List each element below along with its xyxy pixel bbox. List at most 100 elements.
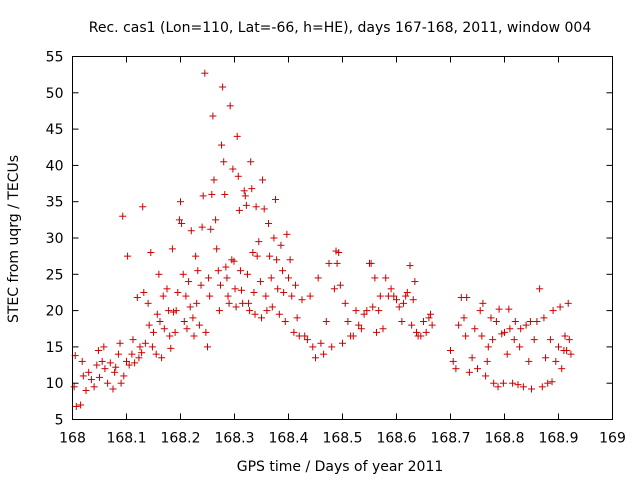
data-point <box>476 307 484 315</box>
data-point <box>298 296 306 304</box>
data-point <box>511 317 519 325</box>
data-point <box>98 357 106 365</box>
data-point <box>505 305 513 313</box>
data-point <box>273 256 281 264</box>
data-point <box>106 359 114 367</box>
chart-title: Rec. cas1 (Lon=110, Lat=-66, h=HE), days… <box>89 20 592 36</box>
data-point <box>283 230 291 238</box>
data-point <box>152 350 160 358</box>
data-point <box>189 314 197 322</box>
data-point <box>260 205 268 213</box>
data-point <box>314 274 322 282</box>
data-point <box>400 299 408 307</box>
data-point <box>79 372 87 380</box>
data-point <box>447 347 454 355</box>
data-point <box>174 288 182 296</box>
y-tick-label: 10 <box>46 376 64 392</box>
data-point <box>193 299 201 307</box>
data-point <box>290 328 298 336</box>
data-point <box>153 310 161 318</box>
data-point <box>303 336 311 344</box>
data-point <box>292 281 300 289</box>
x-tick-label: 169 <box>599 431 626 447</box>
y-tick-label: 30 <box>46 231 64 247</box>
data-point <box>186 303 194 311</box>
data-point <box>224 292 232 300</box>
x-axis-label: GPS time / Days of year 2011 <box>237 459 444 475</box>
data-point <box>275 310 283 318</box>
data-point <box>425 314 433 322</box>
data-point <box>120 372 128 380</box>
data-point <box>492 317 500 325</box>
data-point <box>165 307 173 315</box>
data-point <box>182 292 190 300</box>
y-tick-label: 55 <box>46 50 64 66</box>
x-tick-label: 168 <box>59 431 86 447</box>
data-point <box>266 252 274 260</box>
y-tick-label: 45 <box>46 122 64 138</box>
data-point <box>219 83 227 91</box>
data-point <box>233 132 241 140</box>
data-point <box>341 299 349 307</box>
data-point <box>139 203 147 211</box>
data-point <box>277 241 285 249</box>
data-point <box>494 383 502 391</box>
data-point <box>288 292 296 300</box>
data-point <box>109 385 117 393</box>
data-point <box>455 321 463 329</box>
data-point <box>344 317 352 325</box>
data-point <box>116 339 124 347</box>
data-point <box>449 357 457 365</box>
data-point <box>517 325 525 333</box>
data-point <box>205 274 213 282</box>
data-point <box>215 307 223 315</box>
data-point <box>185 278 193 286</box>
data-point <box>119 212 127 220</box>
data-point <box>536 285 544 293</box>
x-tick-label: 168.7 <box>430 431 470 447</box>
y-tick-label: 25 <box>46 267 64 283</box>
x-tick-label: 168.5 <box>322 431 362 447</box>
data-point <box>376 292 384 300</box>
data-point <box>412 328 420 336</box>
data-point <box>210 176 218 184</box>
data-point <box>402 292 410 300</box>
data-point <box>111 368 119 376</box>
data-point <box>379 325 387 333</box>
data-point <box>114 350 122 358</box>
y-tick-label: 50 <box>46 86 64 102</box>
data-point <box>393 296 400 304</box>
data-point <box>428 321 436 329</box>
data-point <box>177 198 184 206</box>
data-point <box>322 317 330 325</box>
data-point <box>286 256 294 264</box>
data-point <box>265 219 273 227</box>
y-tick-label: 5 <box>55 413 64 429</box>
data-point <box>207 225 215 233</box>
data-point <box>526 317 534 325</box>
data-point <box>563 347 571 355</box>
data-point <box>279 267 287 275</box>
data-point <box>333 259 341 267</box>
data-point <box>138 349 146 357</box>
data-point <box>147 249 155 257</box>
data-point <box>163 285 171 293</box>
data-point <box>363 307 371 315</box>
y-tick-label: 40 <box>46 158 64 174</box>
data-point <box>239 299 247 307</box>
data-point <box>160 325 168 333</box>
data-point <box>320 350 328 358</box>
data-point <box>561 332 569 340</box>
data-point <box>510 336 518 344</box>
data-point <box>335 249 343 257</box>
data-point <box>144 299 152 307</box>
data-point <box>220 158 228 166</box>
data-point <box>252 203 260 211</box>
data-point <box>214 267 222 275</box>
data-point <box>198 223 206 231</box>
data-point <box>360 310 368 318</box>
data-point <box>272 196 280 204</box>
data-point <box>87 376 95 384</box>
y-tick-label: 15 <box>46 340 64 356</box>
data-point <box>175 216 183 224</box>
